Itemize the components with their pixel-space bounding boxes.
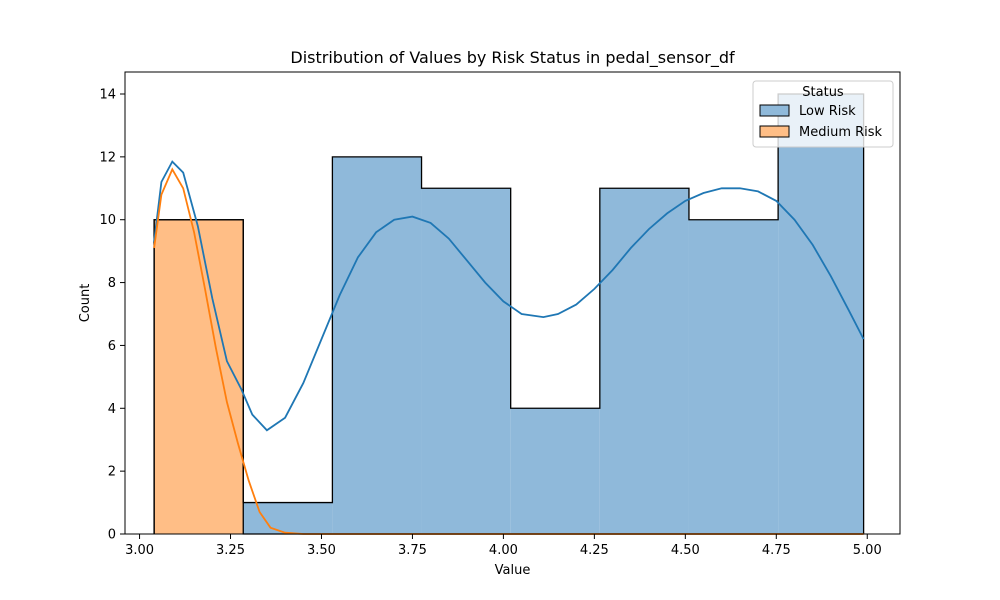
low-risk-bar <box>510 408 600 534</box>
legend-swatch-medium-risk <box>759 125 790 138</box>
x-axis: 3.00 3.25 3.50 3.75 4.00 4.25 4.50 4.75 5.00 <box>125 534 882 558</box>
legend-title: Status <box>802 85 844 100</box>
legend-label-low-risk: Low Risk <box>799 104 856 119</box>
y-tick-label: 6 <box>108 339 116 354</box>
x-tick-label: 3.00 <box>125 543 154 558</box>
low-risk-bars <box>243 94 864 535</box>
low-risk-bar <box>778 94 864 534</box>
y-tick-label: 2 <box>108 465 116 480</box>
chart-title: Distribution of Values by Risk Status in… <box>290 48 735 68</box>
x-tick-label: 4.75 <box>762 543 791 558</box>
plot-area <box>153 93 865 535</box>
y-tick-label: 8 <box>108 276 116 291</box>
x-tick-label: 4.50 <box>671 543 700 558</box>
y-axis-label: Count <box>78 284 93 323</box>
medium-risk-bars <box>154 219 244 534</box>
y-tick-label: 10 <box>99 213 116 228</box>
medium-risk-bar <box>154 219 244 534</box>
x-tick-label: 4.25 <box>580 543 609 558</box>
y-axis: 0 2 4 6 8 10 12 14 <box>99 88 125 543</box>
y-tick-label: 0 <box>108 528 116 543</box>
low-risk-bar <box>688 219 779 534</box>
low-risk-bar <box>599 188 689 535</box>
low-risk-bar <box>421 188 511 535</box>
legend-label-medium-risk: Medium Risk <box>799 125 883 140</box>
low-risk-kde-line <box>153 160 865 432</box>
y-tick-label: 14 <box>99 88 116 103</box>
plot-frame <box>124 71 901 535</box>
legend-swatch-low-risk <box>759 104 790 117</box>
y-tick-label: 12 <box>99 150 116 165</box>
x-tick-label: 5.00 <box>853 543 882 558</box>
x-axis-label: Value <box>495 563 531 578</box>
x-tick-label: 3.25 <box>216 543 245 558</box>
y-tick-label: 4 <box>108 402 116 417</box>
legend: Status Low Risk Medium Risk <box>752 80 894 148</box>
x-tick-label: 3.75 <box>398 543 427 558</box>
low-risk-bar <box>243 502 333 534</box>
low-risk-bar <box>332 156 422 534</box>
medium-risk-kde-line <box>153 167 864 535</box>
x-tick-label: 3.50 <box>307 543 336 558</box>
x-tick-label: 4.00 <box>489 543 518 558</box>
